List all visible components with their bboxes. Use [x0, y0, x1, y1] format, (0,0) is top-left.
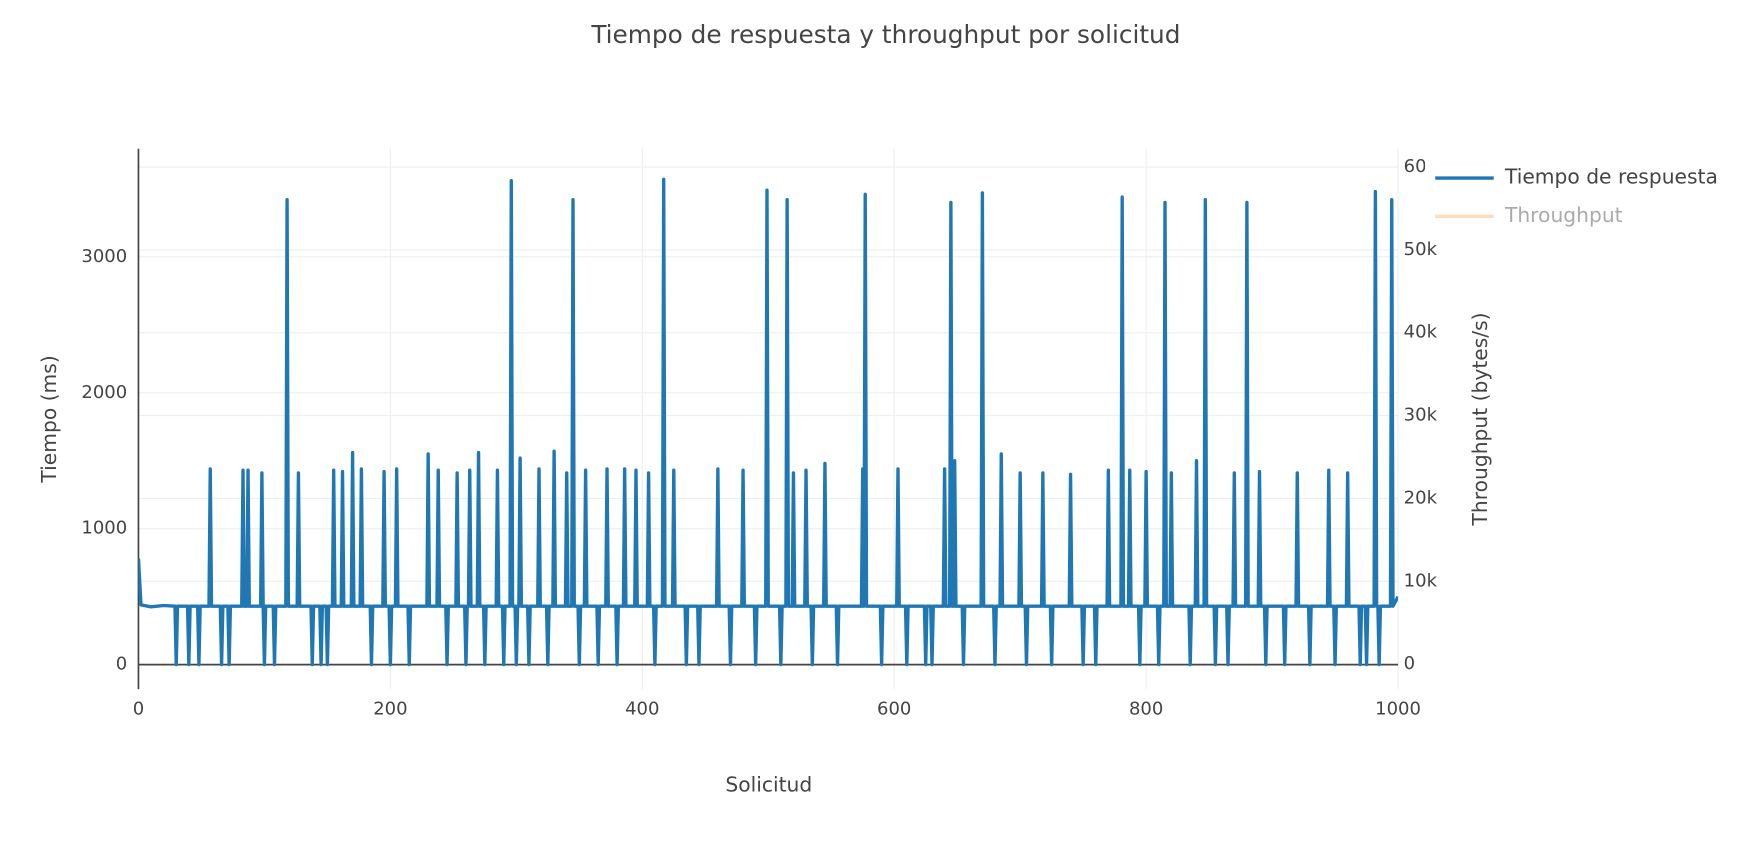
- series-line: [138, 177, 1399, 667]
- y2-tick-label: 50k: [1404, 239, 1438, 260]
- legend-item[interactable]: Tiempo de respuesta: [1435, 165, 1718, 189]
- y2-tick-label: 40k: [1404, 322, 1438, 343]
- x-tick-label: 800: [1129, 698, 1163, 719]
- legend-label: Throughput: [1504, 203, 1623, 227]
- legend: Tiempo de respuesta Throughput: [1425, 153, 1756, 237]
- y-tick-label: 2000: [81, 382, 127, 403]
- x-tick-label: 400: [625, 698, 659, 719]
- y2-tick-label: 10k: [1404, 570, 1438, 591]
- y2-tick-label: 30k: [1404, 405, 1438, 426]
- y2-tick-label: 20k: [1404, 487, 1438, 508]
- legend-background: [1425, 153, 1756, 237]
- y-tick-label: 1000: [81, 518, 127, 539]
- x-tick-label: 200: [373, 698, 407, 719]
- plot-area: [138, 177, 1399, 667]
- y-tick-label: 0: [116, 654, 127, 675]
- y2-tick-label: 0: [1404, 653, 1415, 674]
- chart-title: Tiempo de respuesta y throughput por sol…: [590, 20, 1180, 49]
- legend-label: Tiempo de respuesta: [1504, 165, 1718, 189]
- x-tick-label: 0: [133, 698, 144, 719]
- x-tick-label: 1000: [1375, 698, 1421, 719]
- labels: 0 200 400 600 800 1000010k20k30k40k50k60k0100…: [81, 156, 1437, 719]
- y-tick-label: 3000: [81, 246, 127, 267]
- x-axis-title: Solicitud: [725, 772, 812, 796]
- y2-axis-title: Throughput (bytes/s): [1468, 312, 1492, 526]
- legend-item[interactable]: Throughput: [1435, 203, 1623, 227]
- y-axis-title: Tiempo (ms): [37, 355, 61, 483]
- x-tick-label: 600: [877, 698, 911, 719]
